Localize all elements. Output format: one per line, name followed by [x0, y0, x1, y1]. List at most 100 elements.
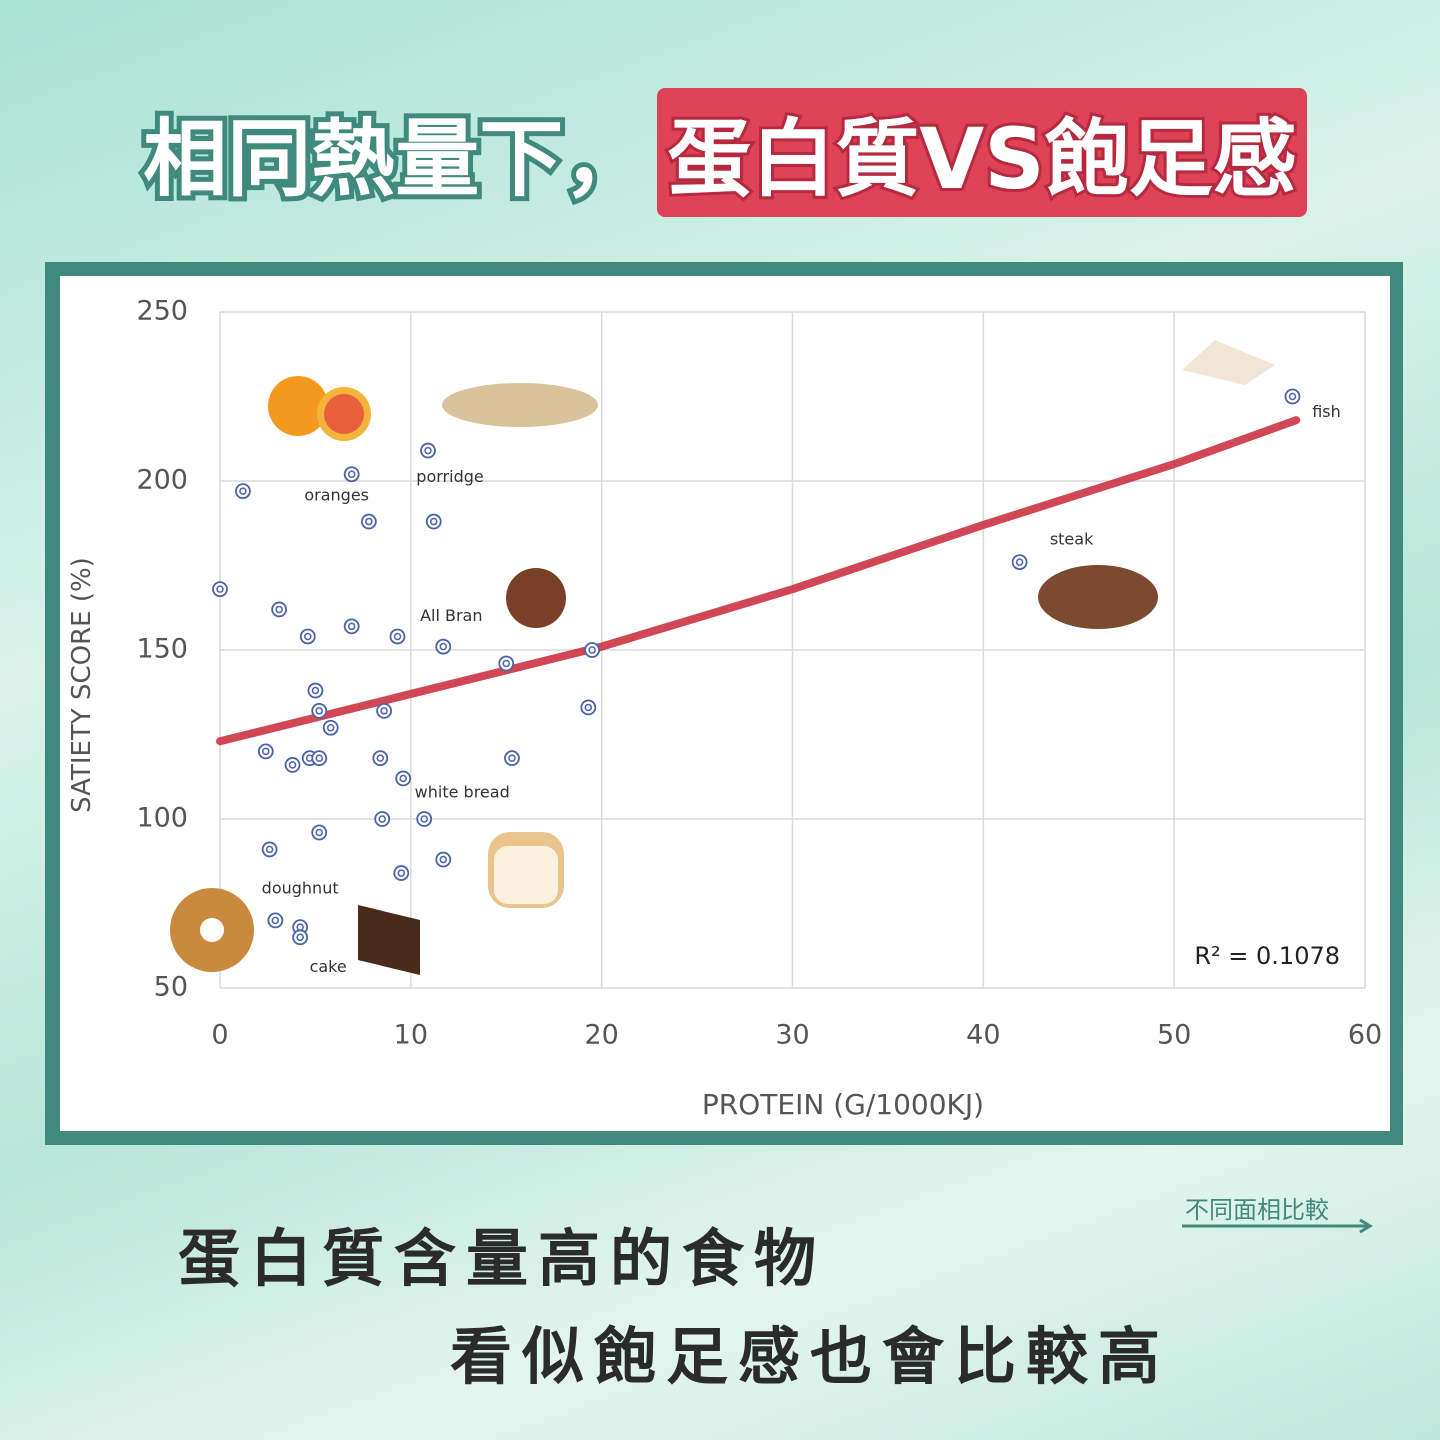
point [284, 757, 301, 773]
point-center [311, 686, 320, 695]
doughnut-icon [170, 888, 254, 972]
title: 相同熱量下， 蛋白質VS飽足感 [0, 88, 1440, 217]
x-axis-label: PROTEIN (G/1000KJ) [702, 1088, 984, 1121]
point-center [271, 916, 280, 925]
footer-line-2: 看似飽足感也會比較高 [450, 1320, 1171, 1393]
steak-icon [1038, 565, 1158, 629]
point-center [304, 632, 312, 641]
point [261, 841, 278, 858]
point-center [347, 470, 356, 478]
y-tick-label: 100 [136, 803, 188, 834]
point-label: oranges [304, 486, 369, 505]
next-link[interactable]: 不同面相比較 [1182, 1190, 1373, 1234]
point-center [216, 585, 224, 593]
x-tick-label: 30 [775, 1020, 809, 1051]
point-center [588, 646, 596, 654]
y-tick-label: 250 [136, 296, 188, 327]
point-center [275, 605, 283, 614]
fish-icon [1182, 340, 1275, 385]
x-tick-label: 0 [211, 1020, 228, 1051]
point [504, 750, 520, 767]
x-tick-label: 60 [1348, 1020, 1382, 1051]
point-label: porridge [416, 467, 483, 486]
point-label: doughnut [262, 879, 339, 898]
title-main: 相同熱量下， [138, 105, 652, 213]
bread-icon [488, 832, 564, 908]
next-arrow [1182, 1218, 1373, 1234]
r-squared: R² = 0.1078 [1194, 942, 1340, 970]
point-center [429, 517, 438, 526]
point [299, 628, 316, 645]
point [395, 770, 412, 787]
point-center [439, 855, 448, 864]
point [292, 929, 309, 946]
point-label: white bread [415, 783, 510, 802]
point [580, 699, 597, 716]
point [307, 682, 324, 699]
point [257, 743, 274, 760]
point-center [315, 707, 323, 715]
title-highlight: 蛋白質VS飽足感 [657, 88, 1307, 217]
point [420, 442, 436, 459]
point [393, 865, 410, 881]
point-center [424, 446, 432, 455]
x-tick-label: 10 [394, 1020, 428, 1051]
point-center [288, 761, 297, 769]
point-center [315, 754, 323, 762]
trendline [216, 416, 1301, 746]
point-center [1015, 558, 1024, 566]
point-center [508, 754, 516, 762]
point [372, 750, 389, 767]
oats-icon [442, 383, 598, 427]
point-center [376, 754, 385, 762]
point-center [502, 659, 510, 668]
point-label: All Bran [420, 606, 482, 625]
point [1011, 554, 1028, 571]
point-center [420, 815, 428, 823]
orange-icon [268, 376, 371, 441]
point [425, 513, 442, 530]
point-center [399, 774, 407, 783]
point [416, 811, 433, 827]
point [435, 851, 452, 868]
point-label: cake [310, 957, 347, 976]
point-center [380, 707, 388, 715]
x-tick-label: 50 [1157, 1020, 1191, 1051]
point-center [326, 723, 335, 732]
point-center [347, 622, 356, 631]
y-tick-label: 200 [136, 465, 188, 496]
point [271, 601, 288, 618]
point-center [378, 815, 386, 823]
point-center [365, 517, 373, 526]
point-center [397, 869, 406, 877]
point [311, 750, 328, 767]
point-center [262, 747, 270, 756]
point-center [393, 632, 402, 641]
point [1284, 388, 1301, 405]
point-center [584, 703, 593, 712]
y-tick-label: 150 [136, 634, 188, 665]
point-label: fish [1312, 402, 1341, 421]
next-link-text[interactable]: 不同面相比較 [1185, 1196, 1329, 1224]
point-center [315, 828, 323, 837]
cake-icon [358, 905, 420, 975]
point-center [439, 642, 448, 651]
y-axis-label: SATIETY SCORE (%) [67, 557, 97, 813]
footer-line-1: 蛋白質含量高的食物 [178, 1222, 827, 1295]
point [376, 702, 393, 719]
point-label: steak [1050, 530, 1094, 549]
point-center [265, 845, 274, 854]
chart-background [60, 276, 1390, 1131]
point-center [1288, 392, 1297, 401]
point [374, 811, 391, 827]
point [322, 719, 339, 736]
point [360, 513, 377, 530]
x-tick-label: 20 [584, 1020, 618, 1051]
point [311, 824, 328, 841]
point [311, 702, 328, 719]
bran-icon [506, 568, 566, 628]
x-tick-label: 40 [966, 1020, 1000, 1051]
point [389, 628, 406, 645]
